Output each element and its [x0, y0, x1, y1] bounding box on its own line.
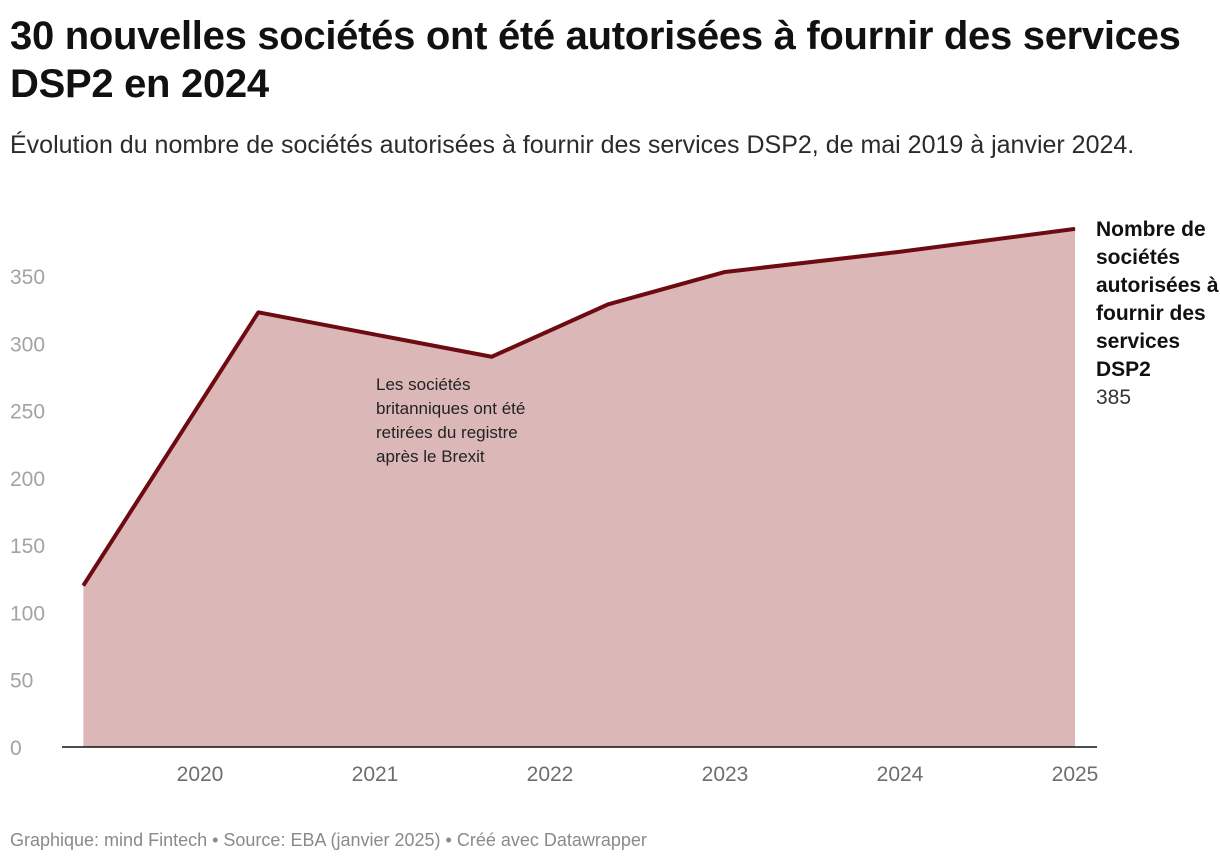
y-axis-ticks: 0 50 100 150 200 250 300 350 — [10, 266, 45, 760]
series-area — [83, 228, 1076, 747]
data-point-2021-09 — [491, 356, 493, 358]
x-axis-ticks: 2020 2021 2022 2023 2024 2025 — [177, 763, 1099, 786]
x-tick-label: 2024 — [877, 763, 924, 786]
x-tick-label: 2025 — [1052, 763, 1099, 786]
x-tick-label: 2022 — [527, 763, 574, 786]
y-tick-label: 0 — [10, 737, 22, 760]
y-tick-label: 200 — [10, 468, 45, 491]
series-end-label: Nombre de sociétés autorisées à fournir … — [1096, 216, 1220, 412]
data-point-2024-01 — [899, 251, 901, 253]
brexit-annotation: Les sociétés britanniques ont été retiré… — [376, 375, 526, 466]
y-tick-label: 350 — [10, 266, 45, 289]
chart-title: 30 nouvelles sociétés ont été autorisées… — [10, 14, 1181, 106]
y-tick-label: 100 — [10, 602, 45, 625]
x-tick-label: 2021 — [352, 763, 399, 786]
x-tick-label: 2023 — [702, 763, 749, 786]
data-point-2023-01 — [724, 271, 726, 273]
series-name-label: Nombre de sociétés autorisées à fournir … — [1096, 218, 1219, 381]
chart-footer: Graphique: mind Fintech • Source: EBA (j… — [10, 830, 647, 850]
x-tick-label: 2020 — [177, 763, 224, 786]
area-layer — [83, 228, 1076, 747]
data-point-2020-05 — [257, 311, 259, 313]
y-tick-label: 50 — [10, 670, 33, 693]
chart-subtitle: Évolution du nombre de sociétés autorisé… — [10, 131, 1135, 159]
data-point-2025-01 — [1074, 228, 1076, 230]
data-point-2019-05 — [82, 585, 84, 587]
y-tick-label: 250 — [10, 401, 45, 424]
data-point-2022-05 — [607, 303, 609, 305]
line-layer — [81, 226, 1076, 587]
series-end-value: 385 — [1096, 386, 1132, 409]
y-tick-label: 150 — [10, 535, 45, 558]
y-tick-label: 300 — [10, 333, 45, 356]
